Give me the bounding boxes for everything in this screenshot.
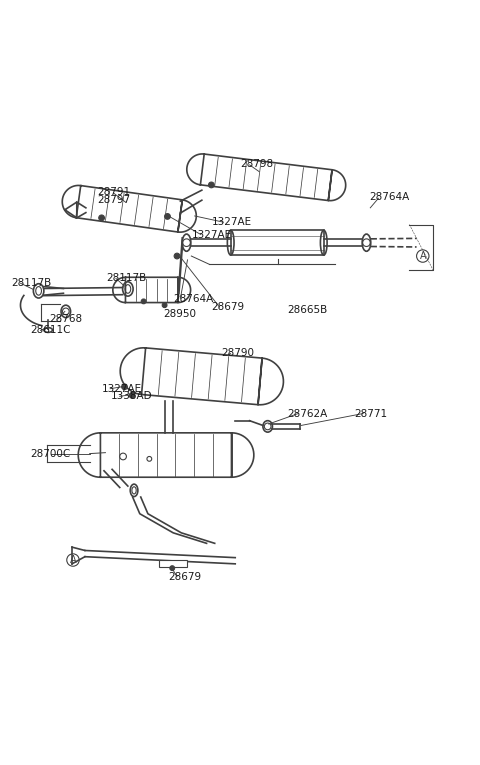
Text: 1338AD: 1338AD [111,392,153,402]
Text: 28764A: 28764A [173,294,214,304]
Text: 1327AE: 1327AE [211,217,252,227]
Text: 28762A: 28762A [288,409,328,418]
Circle shape [170,566,175,571]
Text: 28797: 28797 [97,195,130,205]
Text: 28679: 28679 [168,571,202,581]
Circle shape [99,215,105,221]
Text: 28679: 28679 [211,302,244,312]
Circle shape [141,299,146,304]
Polygon shape [78,433,254,477]
Polygon shape [62,185,196,232]
Text: 28117B: 28117B [11,278,51,288]
Circle shape [121,384,127,389]
Text: 28768: 28768 [49,314,82,324]
Text: 28611C: 28611C [30,325,71,336]
Circle shape [208,182,214,187]
Text: A: A [420,251,426,261]
Text: 28700C: 28700C [30,448,70,458]
Text: 28950: 28950 [164,309,197,319]
Text: 28117B: 28117B [107,273,146,284]
Text: 28798: 28798 [240,159,273,169]
Text: 28791: 28791 [97,187,130,197]
Polygon shape [187,154,346,200]
Bar [231,230,324,255]
Circle shape [174,253,180,259]
Circle shape [162,303,167,308]
Bar [159,559,187,567]
Text: 28771: 28771 [355,409,388,418]
Text: 28790: 28790 [221,348,254,358]
Circle shape [129,392,135,399]
Text: 28764A: 28764A [369,192,409,202]
Text: 28665B: 28665B [288,305,328,315]
Circle shape [165,213,170,220]
Polygon shape [120,348,283,405]
Text: 1327AE: 1327AE [192,230,232,239]
Text: 1327AE: 1327AE [102,384,142,394]
Text: A: A [70,555,76,565]
Polygon shape [113,277,191,303]
